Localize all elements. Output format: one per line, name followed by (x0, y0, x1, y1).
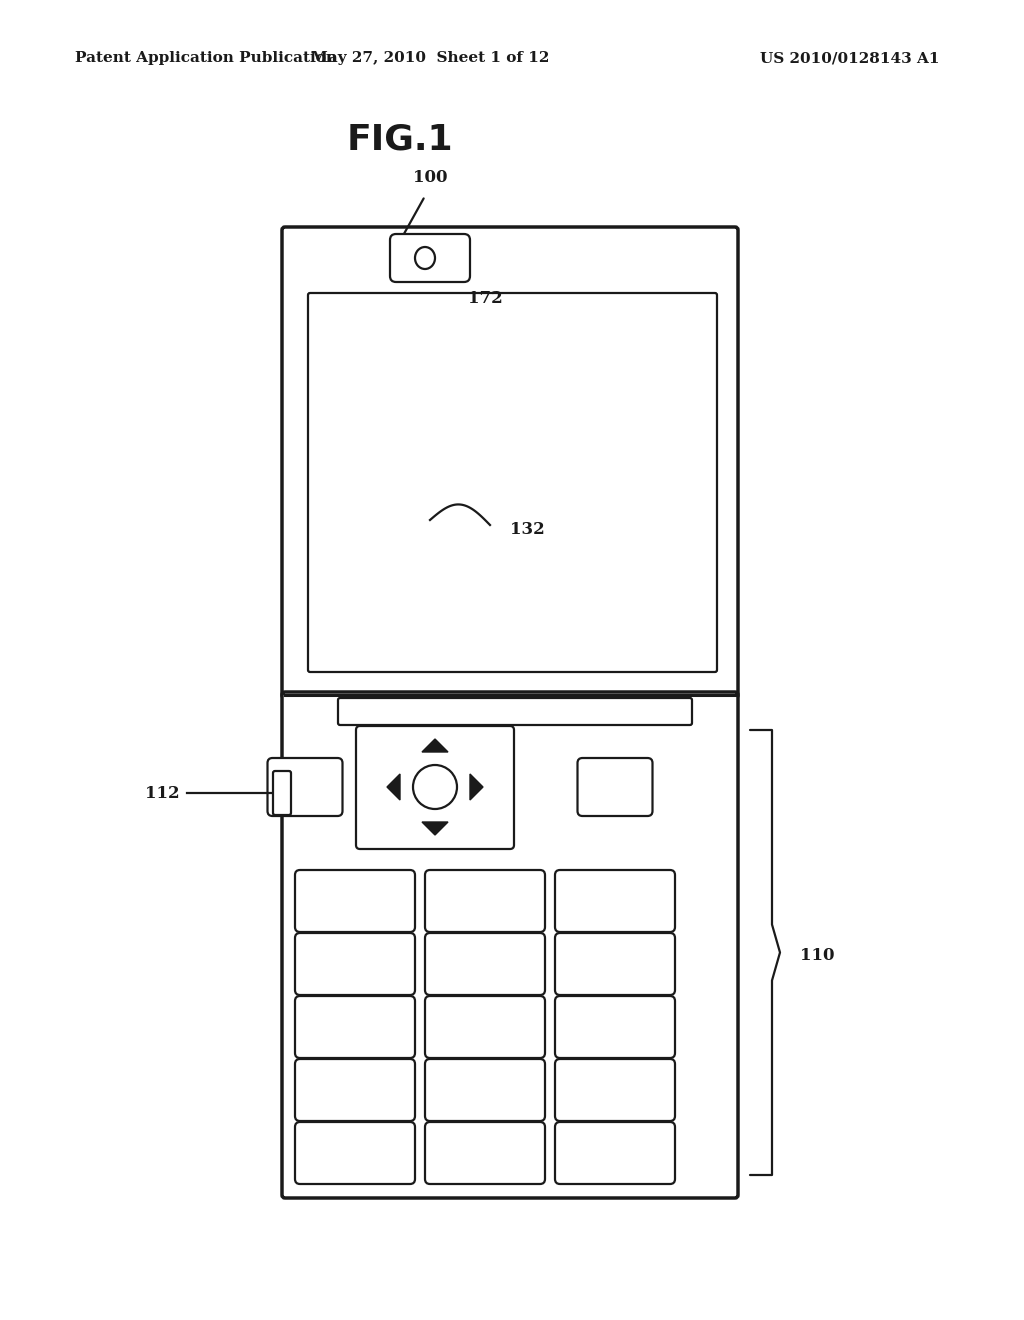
FancyBboxPatch shape (356, 726, 514, 849)
FancyBboxPatch shape (295, 1059, 415, 1121)
FancyBboxPatch shape (338, 698, 692, 725)
FancyBboxPatch shape (295, 933, 415, 995)
FancyBboxPatch shape (282, 227, 738, 698)
FancyBboxPatch shape (425, 997, 545, 1059)
FancyBboxPatch shape (425, 933, 545, 995)
Polygon shape (422, 739, 449, 752)
Ellipse shape (415, 247, 435, 269)
FancyBboxPatch shape (555, 870, 675, 932)
Text: FIG.1: FIG.1 (347, 123, 454, 157)
FancyBboxPatch shape (295, 870, 415, 932)
Text: 100: 100 (413, 169, 447, 186)
FancyBboxPatch shape (267, 758, 342, 816)
Text: 110: 110 (800, 946, 835, 964)
FancyBboxPatch shape (425, 1059, 545, 1121)
FancyBboxPatch shape (555, 997, 675, 1059)
Text: May 27, 2010  Sheet 1 of 12: May 27, 2010 Sheet 1 of 12 (311, 51, 549, 65)
FancyBboxPatch shape (578, 758, 652, 816)
FancyBboxPatch shape (273, 771, 291, 814)
Text: 112: 112 (145, 784, 180, 801)
FancyBboxPatch shape (555, 933, 675, 995)
FancyBboxPatch shape (295, 1122, 415, 1184)
Polygon shape (470, 774, 483, 800)
Polygon shape (422, 822, 449, 836)
Text: 172: 172 (468, 290, 503, 308)
FancyBboxPatch shape (555, 1059, 675, 1121)
FancyBboxPatch shape (308, 293, 717, 672)
Polygon shape (387, 774, 400, 800)
FancyBboxPatch shape (425, 1122, 545, 1184)
Text: US 2010/0128143 A1: US 2010/0128143 A1 (760, 51, 939, 65)
Text: Patent Application Publication: Patent Application Publication (75, 51, 337, 65)
FancyBboxPatch shape (295, 997, 415, 1059)
Text: 132: 132 (510, 521, 545, 539)
FancyBboxPatch shape (282, 692, 738, 1199)
FancyBboxPatch shape (555, 1122, 675, 1184)
FancyBboxPatch shape (390, 234, 470, 282)
FancyBboxPatch shape (425, 870, 545, 932)
Circle shape (413, 766, 457, 809)
